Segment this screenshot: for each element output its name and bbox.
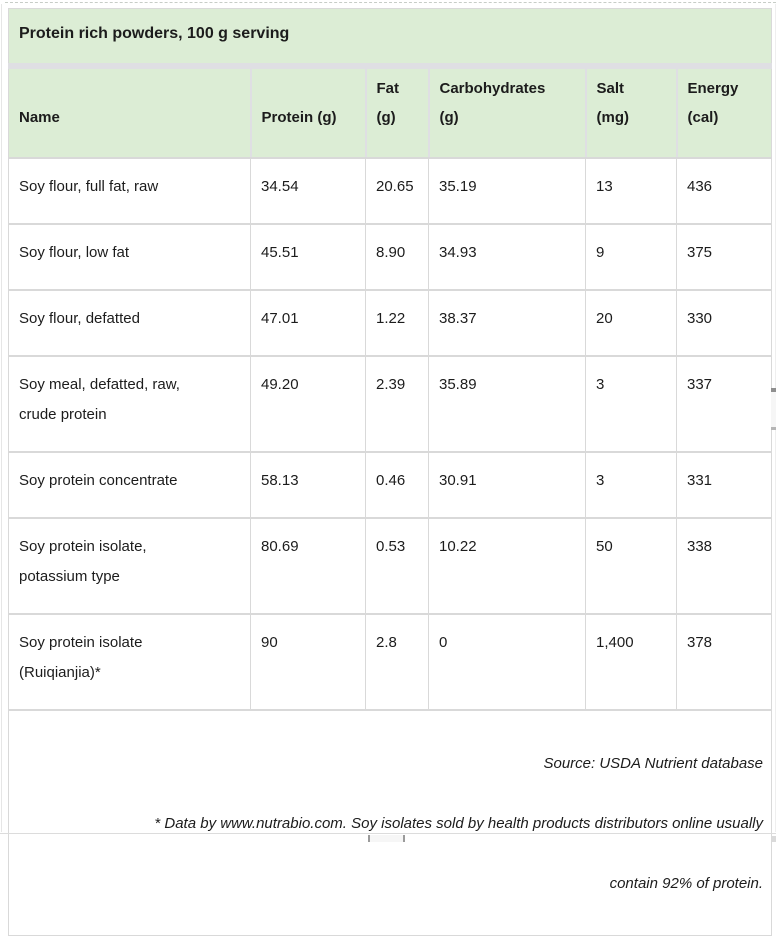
scrollbar-corner — [772, 836, 776, 842]
column-header-salt: Salt (mg) — [585, 66, 678, 159]
cell-protein: 80.69 — [250, 518, 366, 615]
cell-protein: 45.51 — [250, 224, 366, 291]
cell-energy: 338 — [676, 518, 772, 615]
column-header-name: Name — [8, 66, 252, 159]
cell-protein: 58.13 — [250, 452, 366, 519]
cell-name: Soy flour, full fat, raw — [8, 158, 251, 225]
cell-name: Soy protein concentrate — [8, 452, 251, 519]
cell-carbohydrates: 38.37 — [428, 290, 586, 357]
cell-carbohydrates: 10.22 — [428, 518, 586, 615]
cell-fat: 0.46 — [365, 452, 429, 519]
cell-salt: 3 — [585, 452, 677, 519]
cell-carbohydrates: 0 — [428, 614, 586, 711]
cell-energy: 436 — [676, 158, 772, 225]
cell-carbohydrates: 34.93 — [428, 224, 586, 291]
cell-carbohydrates: 35.19 — [428, 158, 586, 225]
cell-salt: 50 — [585, 518, 677, 615]
cell-fat: 0.53 — [365, 518, 429, 615]
vertical-scrollbar-thumb-top-mark — [771, 388, 776, 392]
footer-note-line-2: contain 92% of protein. — [609, 875, 764, 892]
footer-source-line: Source: USDA Nutrient database — [543, 755, 764, 772]
horizontal-scrollbar-track[interactable] — [0, 833, 776, 834]
column-header-protein: Protein (g) — [250, 66, 367, 159]
cell-fat: 2.8 — [365, 614, 429, 711]
cell-salt: 20 — [585, 290, 677, 357]
cell-name: Soy meal, defatted, raw, crude protein — [8, 356, 251, 453]
table-row: Soy protein isolate, potassium type 80.69… — [8, 518, 772, 615]
table-row: Soy protein isolate (Ruiqianjia)* 90 2.8 0 1… — [8, 614, 772, 711]
table-row: Soy flour, full fat, raw 34.54 20.65 35.19 1… — [8, 158, 772, 225]
cell-fat: 20.65 — [365, 158, 429, 225]
cell-energy: 331 — [676, 452, 772, 519]
table-row: Soy protein concentrate 58.13 0.46 30.91 3 33… — [8, 452, 772, 519]
cell-name: Soy protein isolate, potassium type — [8, 518, 251, 615]
footer-note-line-1: * Data by www.nutrabio.com. Soy isolates… — [154, 815, 764, 832]
page-left-edge — [1, 4, 2, 832]
cell-carbohydrates: 35.89 — [428, 356, 586, 453]
cell-protein: 90 — [250, 614, 366, 711]
table-footer: Source: USDA Nutrient database * Data by… — [8, 710, 772, 936]
cell-energy: 378 — [676, 614, 772, 711]
column-header-carbohydrates: Carbohydrates (g) — [428, 66, 587, 159]
cell-fat: 8.90 — [365, 224, 429, 291]
cell-salt: 1,400 — [585, 614, 677, 711]
cell-salt: 3 — [585, 356, 677, 453]
cell-fat: 2.39 — [365, 356, 429, 453]
cell-name: Soy protein isolate (Ruiqianjia)* — [8, 614, 251, 711]
column-header-fat: Fat (g) — [365, 66, 430, 159]
cell-name: Soy flour, defatted — [8, 290, 251, 357]
vertical-scrollbar-fragment[interactable] — [771, 388, 776, 430]
table-title-row: Protein rich powders, 100 g serving — [8, 8, 772, 69]
table-row: Soy flour, low fat 45.51 8.90 34.93 9 375 — [8, 224, 772, 291]
cell-fat: 1.22 — [365, 290, 429, 357]
horizontal-scrollbar-thumb[interactable] — [368, 835, 405, 842]
vertical-scrollbar-thumb-bottom-mark — [771, 427, 776, 430]
table-row: Soy meal, defatted, raw, crude protein 49… — [8, 356, 772, 453]
cell-energy: 375 — [676, 224, 772, 291]
cell-salt: 13 — [585, 158, 677, 225]
cell-energy: 337 — [676, 356, 772, 453]
column-header-energy: Energy (cal) — [676, 66, 772, 159]
page-boundary-dashed-line — [5, 2, 776, 3]
cell-protein: 47.01 — [250, 290, 366, 357]
cell-energy: 330 — [676, 290, 772, 357]
nutrition-table: Protein rich powders, 100 g serving Name… — [8, 8, 773, 936]
cell-protein: 49.20 — [250, 356, 366, 453]
cell-protein: 34.54 — [250, 158, 366, 225]
table-title: Protein rich powders, 100 g serving — [8, 8, 772, 69]
cell-carbohydrates: 30.91 — [428, 452, 586, 519]
cell-salt: 9 — [585, 224, 677, 291]
table-footer-row: Source: USDA Nutrient database * Data by… — [8, 710, 772, 936]
cell-name: Soy flour, low fat — [8, 224, 251, 291]
table-row: Soy flour, defatted 47.01 1.22 38.37 20 330 — [8, 290, 772, 357]
table-header-row: Name Protein (g) Fat (g) Carbohydrates (… — [8, 66, 772, 159]
